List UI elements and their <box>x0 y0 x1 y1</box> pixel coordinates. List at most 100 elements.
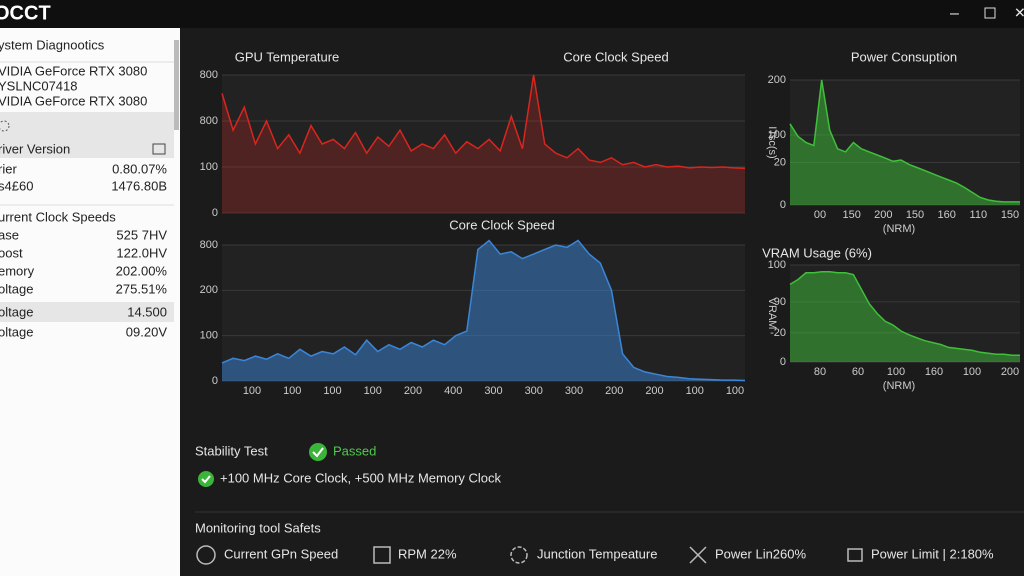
x-tick-label: 150 <box>842 209 860 221</box>
monitor-item: Power Lin260% <box>715 546 806 561</box>
y-tick-label: 20 <box>774 156 786 168</box>
x-tick-label: 160 <box>925 366 943 378</box>
chart-title: GPU Temperature <box>235 49 340 64</box>
icon <box>152 143 166 155</box>
section-label: urrent Clock Speeds <box>0 209 116 224</box>
y-tick-label: 0 <box>212 375 218 387</box>
y-tick-label: 100 <box>200 330 218 342</box>
x-tick-label: 100 <box>243 385 261 397</box>
driver-header-bg <box>0 112 174 158</box>
stability-label: Stability Test <box>195 443 268 458</box>
x-tick-label: 400 <box>444 385 462 397</box>
chart: VRAM Usage (6%) 0 -20 90 100 80 60 100 160 100 200… <box>762 245 1020 392</box>
app-title: OCCT <box>0 2 51 24</box>
row-value: 122.0HV <box>116 245 167 260</box>
y-tick-label: 0 <box>212 207 218 219</box>
series-line <box>221 74 746 170</box>
scrollbar[interactable] <box>174 40 179 130</box>
chart: Power Consuption 0 20 100 200 00 150 200 150 160 1… <box>766 49 1020 235</box>
x-tick-label: 110 <box>970 209 988 221</box>
x-tick-label: 100 <box>364 385 382 397</box>
row-label: oltage <box>0 304 33 319</box>
x-tick-label: 200 <box>1001 366 1019 378</box>
x-tick-label: 200 <box>874 209 892 221</box>
chart-title: Power Consuption <box>851 49 957 64</box>
x-tick-label: 100 <box>887 366 905 378</box>
device: YSLNC07418 <box>0 78 78 93</box>
y-tick-label: 100 <box>200 161 218 173</box>
series-line <box>221 239 746 382</box>
device: VIDIA GeForce RTX 3080 <box>0 93 147 108</box>
y-tick-label: 800 <box>200 69 218 81</box>
stability-status: Passed <box>333 443 376 458</box>
device: VIDIA GeForce RTX 3080 <box>0 63 147 78</box>
icon <box>0 120 10 132</box>
x-tick-label: 00 <box>814 209 826 221</box>
y-tick-label: 0 <box>780 199 786 211</box>
x-tick-label: 80 <box>814 366 826 378</box>
chart-title: VRAM Usage (6%) <box>762 245 872 260</box>
x-tick-label: 100 <box>686 385 704 397</box>
row-label: ase <box>0 227 19 242</box>
row-label: oltage <box>0 324 33 339</box>
maximize[interactable] <box>984 7 996 19</box>
pass-icon <box>309 443 327 461</box>
y-tick-label: -20 <box>770 327 786 339</box>
section-label: river Version <box>0 141 70 156</box>
x-tick-label: 100 <box>283 385 301 397</box>
y-tick-label: 90 <box>774 296 786 308</box>
row-label: emory <box>0 263 35 278</box>
y-tick-label: 100 <box>768 129 786 141</box>
row-value: 09.20V <box>126 324 168 339</box>
check <box>312 447 324 458</box>
x-tick-label: 100 <box>726 385 744 397</box>
x-tick-label: 160 <box>937 209 955 221</box>
chart: Core Clock Speed 0 100 200 800 100 100 100 100 20… <box>200 217 746 397</box>
icon <box>689 546 707 564</box>
pass-icon <box>198 471 214 487</box>
x-tick-label: 300 <box>525 385 543 397</box>
row-value: 1476.80B <box>111 178 167 193</box>
y-tick-label: 200 <box>200 284 218 296</box>
y-tick-label: 800 <box>200 239 218 251</box>
icon <box>847 548 863 562</box>
x-axis-label: (NRM) <box>883 380 915 392</box>
y-axis-label: ITsc(s) <box>766 126 778 158</box>
y-axis-label: VRAM <box>766 298 778 330</box>
monitor-item: Power Limit | 2:180% <box>871 546 994 561</box>
minimize[interactable]: – <box>950 5 959 22</box>
sidebar-title: ystem Diagnootics <box>0 37 105 52</box>
row-value: 275.51% <box>116 281 168 296</box>
y-tick-label: 0 <box>780 356 786 368</box>
x-tick-label: 150 <box>906 209 924 221</box>
row-label: oltage <box>0 281 33 296</box>
x-tick-label: 200 <box>605 385 623 397</box>
monitoring-title: Monitoring tool Safets <box>195 520 321 535</box>
row-value: 525 7HV <box>116 227 167 242</box>
chart-subtitle: Core Clock Speed <box>563 49 669 64</box>
x-axis-label: (NRM) <box>883 223 915 235</box>
area-fill <box>790 271 1020 362</box>
close[interactable]: ✕ <box>1014 5 1024 21</box>
y-tick-label: 800 <box>200 115 218 127</box>
monitor-item: Junction Tempeature <box>537 546 657 561</box>
row-value: 202.00% <box>116 263 168 278</box>
chart-title: Core Clock Speed <box>449 217 555 232</box>
row-value: 0.80.07% <box>112 161 167 176</box>
x-tick-label: 200 <box>404 385 422 397</box>
monitor-item: Current GPn Speed <box>224 546 338 561</box>
x-tick-label: 300 <box>484 385 502 397</box>
stability-detail: +100 MHz Core Clock, +500 MHz Memory Clo… <box>220 470 502 485</box>
monitor-item: RPM 22% <box>398 546 457 561</box>
x-tick-label: 200 <box>645 385 663 397</box>
x-tick-label: 300 <box>565 385 583 397</box>
sidebar: ystem Diagnootics VIDIA GeForce RTX 3080Y… <box>0 28 180 576</box>
series-line <box>789 79 1020 203</box>
x-tick-label: 100 <box>963 366 981 378</box>
row-label: s4£60 <box>0 178 33 193</box>
area-fill <box>222 240 745 381</box>
x-tick-label: 150 <box>1001 209 1019 221</box>
check <box>201 475 211 484</box>
